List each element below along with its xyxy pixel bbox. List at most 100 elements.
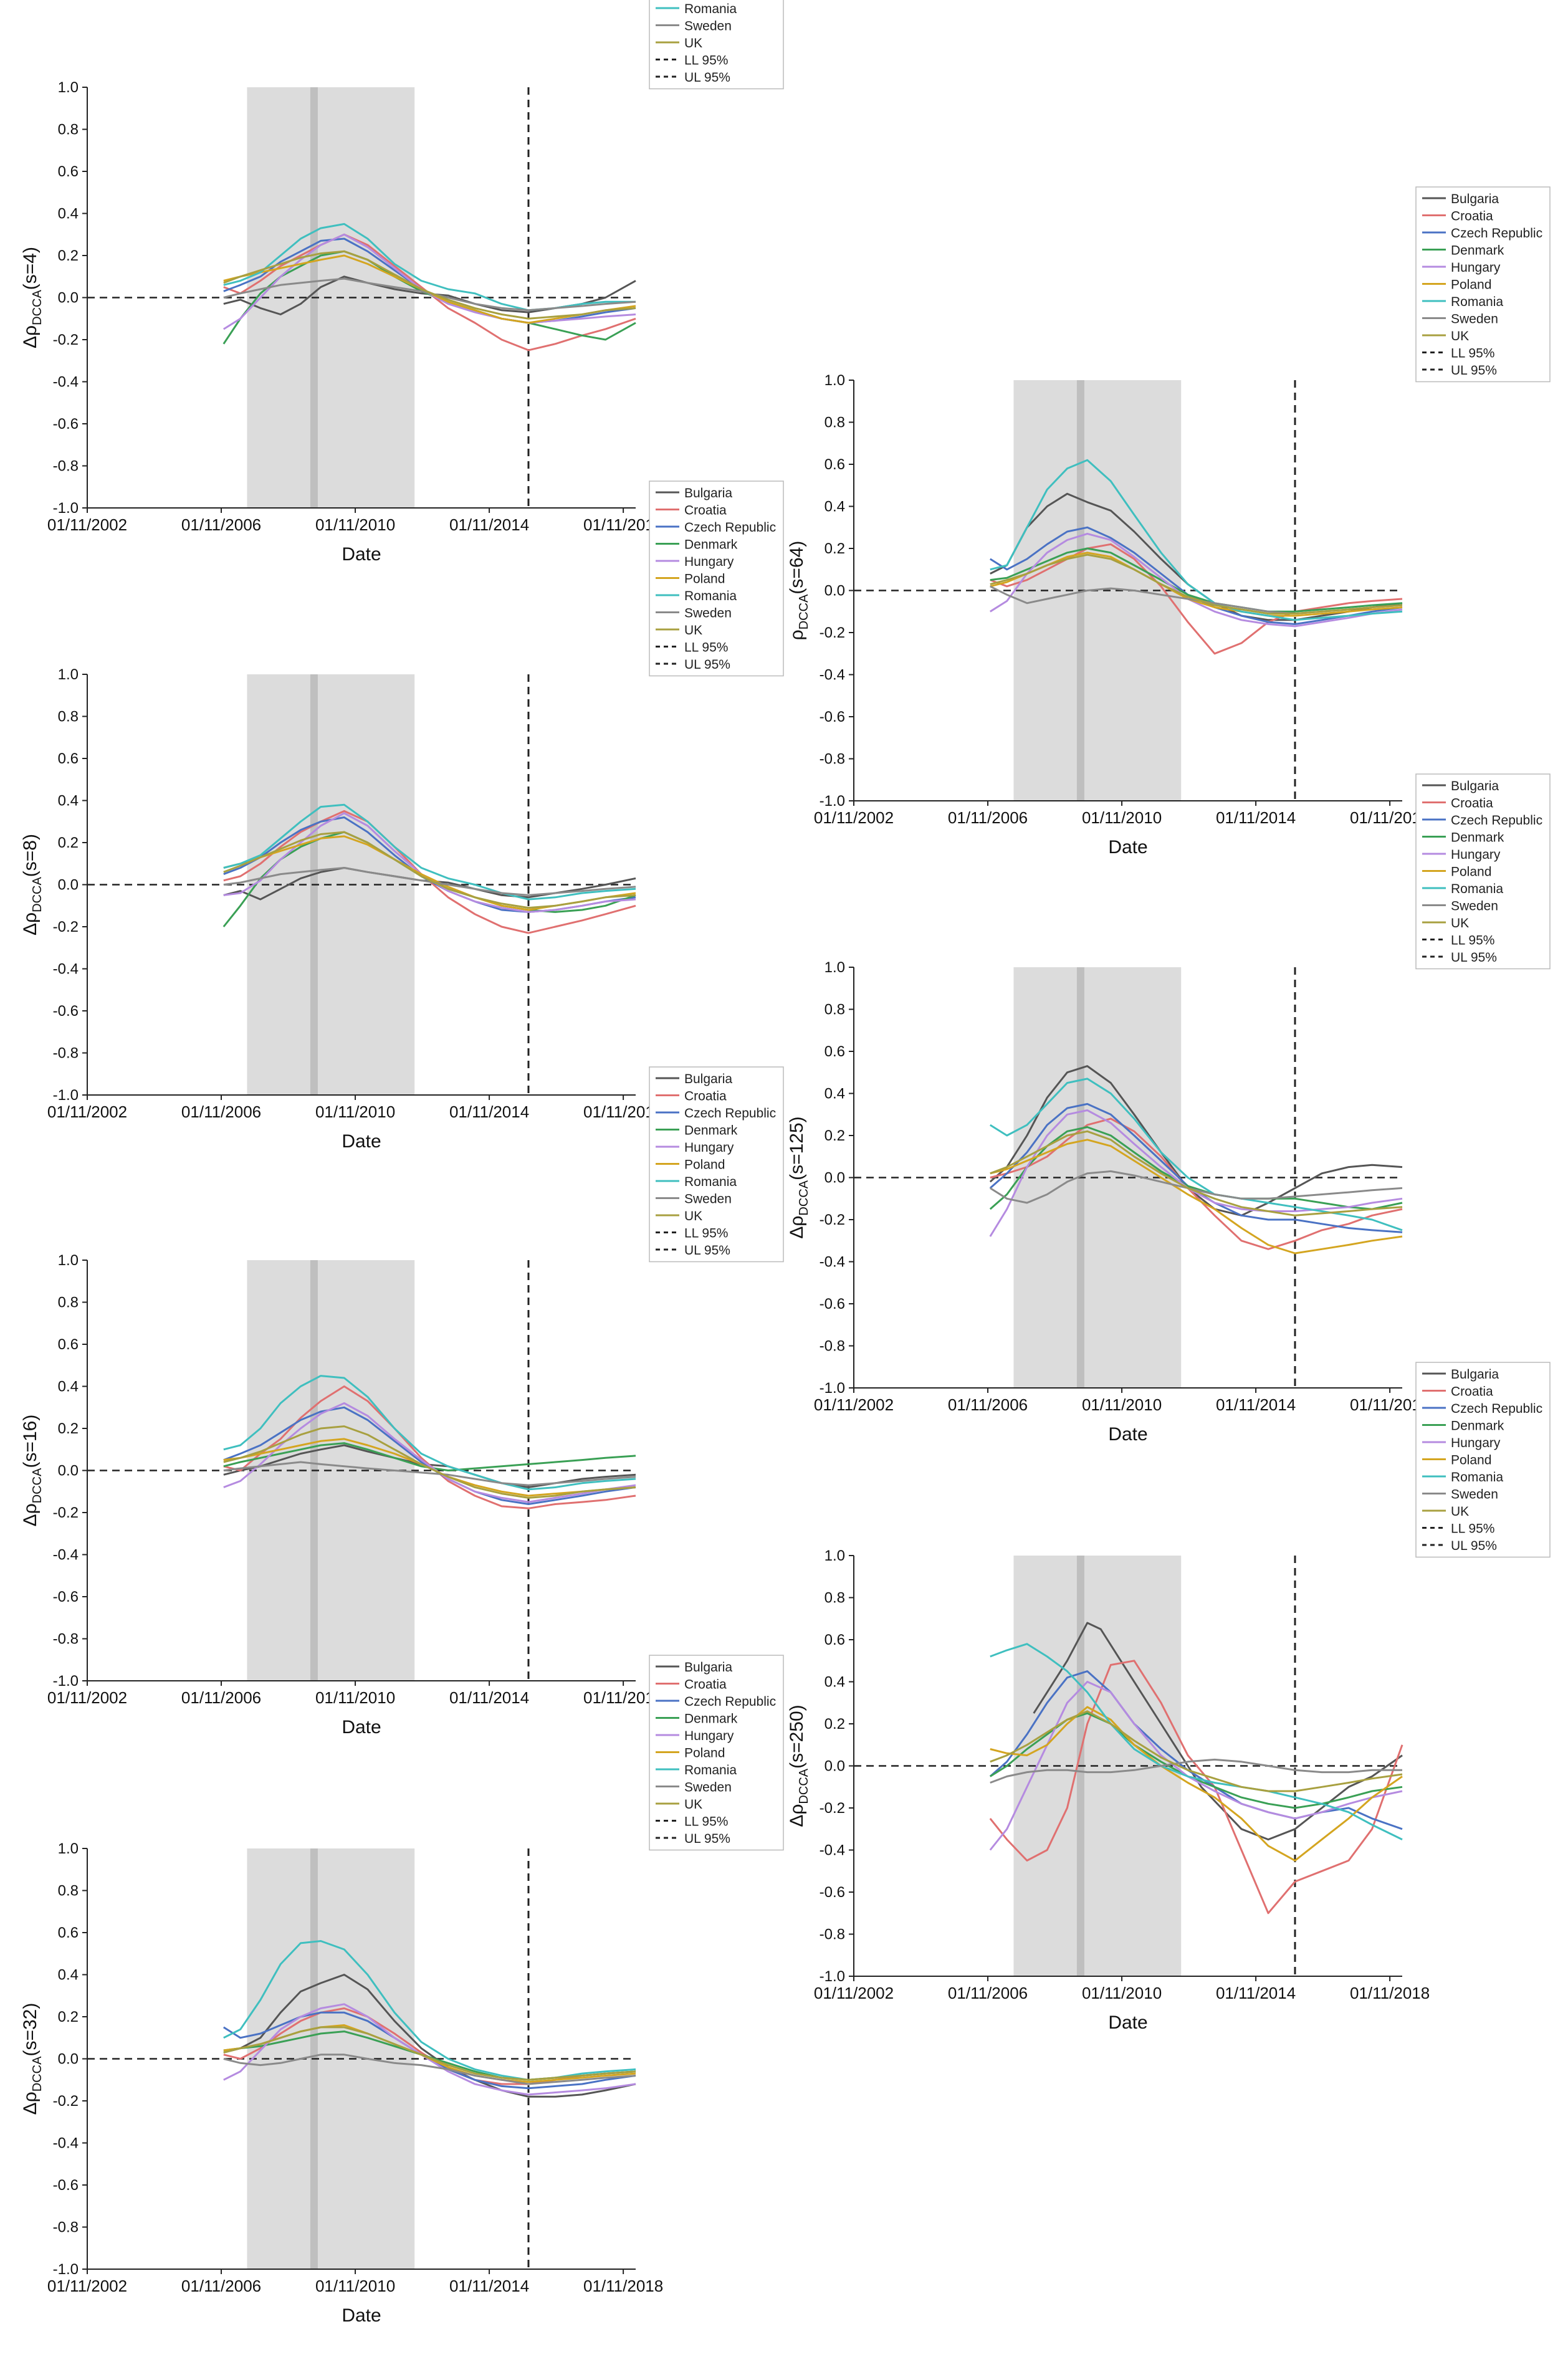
x-axis-title: Date <box>1108 2012 1147 2033</box>
y-tick-label: -0.6 <box>820 1884 845 1901</box>
series-line-romania <box>223 1375 636 1491</box>
y-tick-label: 1.0 <box>58 1840 79 1857</box>
legend-label: Croatia <box>684 1678 727 1692</box>
y-tick-label: -0.2 <box>820 624 845 641</box>
x-tick-label: 01/11/2006 <box>181 515 261 534</box>
legend-label: Sweden <box>684 19 732 34</box>
legend-label: Poland <box>684 1746 725 1761</box>
x-tick-label: 01/11/2014 <box>449 2277 529 2295</box>
y-tick-label: -0.2 <box>820 1212 845 1228</box>
legend-label: Czech Republic <box>684 1695 776 1709</box>
y-tick-label: 0.6 <box>825 456 845 473</box>
legend-label: Denmark <box>684 1712 738 1726</box>
legend-label: Sweden <box>1451 899 1498 914</box>
legend-label: UL 95% <box>684 70 730 85</box>
legend-label: LL 95% <box>1451 934 1494 948</box>
legend-label: Hungary <box>684 1729 734 1743</box>
series-line-uk <box>223 2026 636 2081</box>
y-tick-label: -0.6 <box>820 709 845 725</box>
series-line-uk <box>990 1710 1403 1792</box>
y-tick-label: -0.8 <box>53 2219 79 2236</box>
y-tick-label: -1.0 <box>53 1673 79 1690</box>
y-tick-label: 0.2 <box>58 2009 79 2025</box>
legend-label: Hungary <box>1451 848 1501 862</box>
series-line-uk <box>990 553 1403 615</box>
y-tick-label: -0.2 <box>53 1504 79 1521</box>
legend-label: Romania <box>1451 1470 1503 1485</box>
x-tick-label: 01/11/2010 <box>315 1102 395 1121</box>
y-tick-label: 1.0 <box>825 959 845 976</box>
y-axis-title: ΔρDCCA(s=16) <box>20 1415 44 1527</box>
y-tick-label: 0.0 <box>825 583 845 600</box>
legend-label: UK <box>684 36 702 50</box>
legend-label: Sweden <box>684 1192 732 1207</box>
series-line-hungary <box>989 1681 1403 1851</box>
x-tick-label: 01/11/2006 <box>181 1102 261 1121</box>
y-tick-label: -0.6 <box>53 1003 79 1020</box>
legend-label: Czech Republic <box>1451 1402 1542 1416</box>
x-tick-label: 01/11/2010 <box>1082 1984 1162 2002</box>
y-tick-label: -1.0 <box>53 2261 79 2278</box>
y-tick-label: 0.6 <box>825 1632 845 1648</box>
legend-box <box>649 0 784 90</box>
series-line-denmark <box>990 1712 1403 1809</box>
y-tick-label: -0.2 <box>53 919 79 935</box>
x-axis-title: Date <box>342 2305 381 2326</box>
legend-label: LL 95% <box>1451 347 1494 361</box>
legend-label: UL 95% <box>1451 363 1497 378</box>
series-line-czech-republic <box>223 1406 636 1505</box>
legend-label: Czech Republic <box>684 520 776 535</box>
series-line-sweden <box>990 1170 1403 1204</box>
legend-label: Sweden <box>684 606 732 621</box>
y-tick-label: 0.6 <box>58 1925 79 1941</box>
series-line-sweden <box>223 867 636 896</box>
x-tick-label: 01/11/2018 <box>583 2277 663 2295</box>
legend-label: UK <box>684 1209 702 1223</box>
chart-s8: 1.00.80.60.40.20.0-0.2-0.4-0.6-0.8-1.001… <box>20 481 784 1152</box>
legend-label: Poland <box>684 1158 725 1172</box>
y-tick-label: 0.4 <box>58 793 79 810</box>
y-tick-label: -0.4 <box>820 1254 845 1271</box>
legend-label: Denmark <box>1451 244 1504 258</box>
x-tick-label: 01/11/2018 <box>1350 1984 1430 2002</box>
x-tick-label: 01/11/2006 <box>181 1688 261 1707</box>
y-tick-label: -0.6 <box>53 416 79 433</box>
y-tick-label: 0.0 <box>58 290 79 307</box>
y-tick-label: 0.6 <box>58 750 79 767</box>
x-axis-title: Date <box>1108 837 1147 858</box>
chart-s32: 1.00.80.60.40.20.0-0.2-0.4-0.6-0.8-1.001… <box>20 1655 784 2326</box>
y-tick-label: 1.0 <box>58 79 79 96</box>
legend-label: Croatia <box>684 504 727 518</box>
y-tick-label: -0.2 <box>53 332 79 348</box>
chart-s64: 1.00.80.60.40.20.0-0.2-0.4-0.6-0.8-1.001… <box>786 186 1551 858</box>
legend-label: Romania <box>1451 295 1503 309</box>
legend-label: LL 95% <box>684 1815 728 1829</box>
series-line-bulgaria <box>223 1974 636 2098</box>
series-line-uk <box>990 1130 1403 1217</box>
y-tick-label: -0.4 <box>820 667 845 684</box>
legend-label: UK <box>684 623 702 638</box>
legend-label: Czech Republic <box>1451 226 1542 241</box>
x-tick-label: 01/11/2006 <box>948 1984 1028 2002</box>
y-tick-label: -0.4 <box>53 2135 79 2152</box>
legend-label: Bulgaria <box>1451 1367 1499 1382</box>
legend-label: UK <box>1451 329 1469 343</box>
x-tick-label: 01/11/2002 <box>47 1688 127 1707</box>
legend-label: Croatia <box>1451 209 1493 224</box>
y-tick-label: 0.0 <box>58 1463 79 1480</box>
y-tick-label: 0.2 <box>58 1420 79 1437</box>
legend-label: Romania <box>684 1175 737 1189</box>
legend-label: UL 95% <box>684 1832 730 1846</box>
y-tick-label: 1.0 <box>825 1547 845 1564</box>
x-tick-label: 01/11/2006 <box>948 1395 1028 1414</box>
y-axis-title: ΔρDCCA(s=4) <box>20 247 44 348</box>
legend-label: Hungary <box>1451 1436 1501 1450</box>
y-tick-label: -0.8 <box>820 1926 845 1943</box>
y-tick-label: 0.8 <box>825 1590 845 1607</box>
y-tick-label: -0.8 <box>53 1045 79 1062</box>
y-tick-label: 0.4 <box>58 206 79 222</box>
legend-label: Sweden <box>1451 1488 1498 1502</box>
series-line-croatia <box>989 1660 1403 1915</box>
y-tick-label: 0.4 <box>825 1086 845 1102</box>
y-tick-label: 0.8 <box>825 1002 845 1018</box>
